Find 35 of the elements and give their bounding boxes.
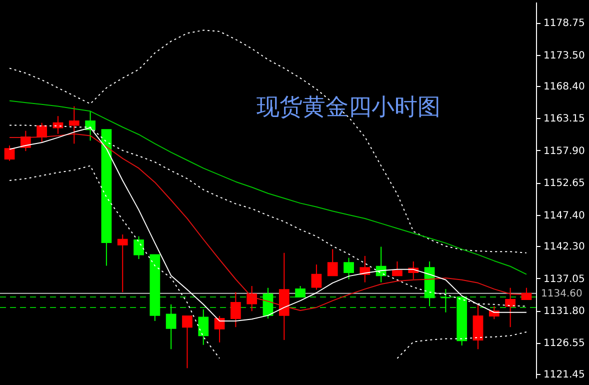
candlestick xyxy=(68,106,80,144)
candlestick xyxy=(36,122,48,142)
candlestick xyxy=(214,316,225,343)
y-tick-label: 1137.05 xyxy=(544,274,585,285)
y-tick-label: 1152.65 xyxy=(544,178,585,190)
y-tick-label: 1157.90 xyxy=(544,146,585,157)
candlestick xyxy=(327,248,338,276)
y-tick-label: 1147.40 xyxy=(544,210,585,222)
candlestick xyxy=(4,145,15,162)
candlestick xyxy=(440,288,451,313)
annotation: 现货黄金四小时图 xyxy=(256,94,440,120)
ref-line-label: 1134.60 xyxy=(541,288,582,300)
candlestick xyxy=(392,260,402,276)
candlestick xyxy=(134,236,144,260)
candlestick xyxy=(505,287,516,328)
line-series xyxy=(9,30,527,254)
candlestick xyxy=(117,234,128,293)
y-tick-label: 1173.50 xyxy=(544,50,585,62)
y-tick-label: 1163.15 xyxy=(544,114,585,125)
candlestick xyxy=(182,316,192,369)
y-tick-label: 1131.80 xyxy=(544,306,585,318)
candlestick xyxy=(85,110,96,142)
y-tick-label: 1178.75 xyxy=(544,18,585,30)
y-tick-label: 1121.45 xyxy=(544,370,585,381)
candlestick xyxy=(295,285,306,298)
candlestick xyxy=(246,285,258,312)
candlestick xyxy=(472,304,484,350)
y-tick-label: 1126.55 xyxy=(544,338,585,350)
candlestick xyxy=(344,257,354,280)
candlestick xyxy=(230,292,241,328)
candlestick xyxy=(166,304,176,350)
candlestick xyxy=(198,308,209,346)
candlestick xyxy=(311,264,322,290)
y-tick-label: 1142.30 xyxy=(544,242,585,253)
y-tick-label: 1168.40 xyxy=(544,82,585,93)
